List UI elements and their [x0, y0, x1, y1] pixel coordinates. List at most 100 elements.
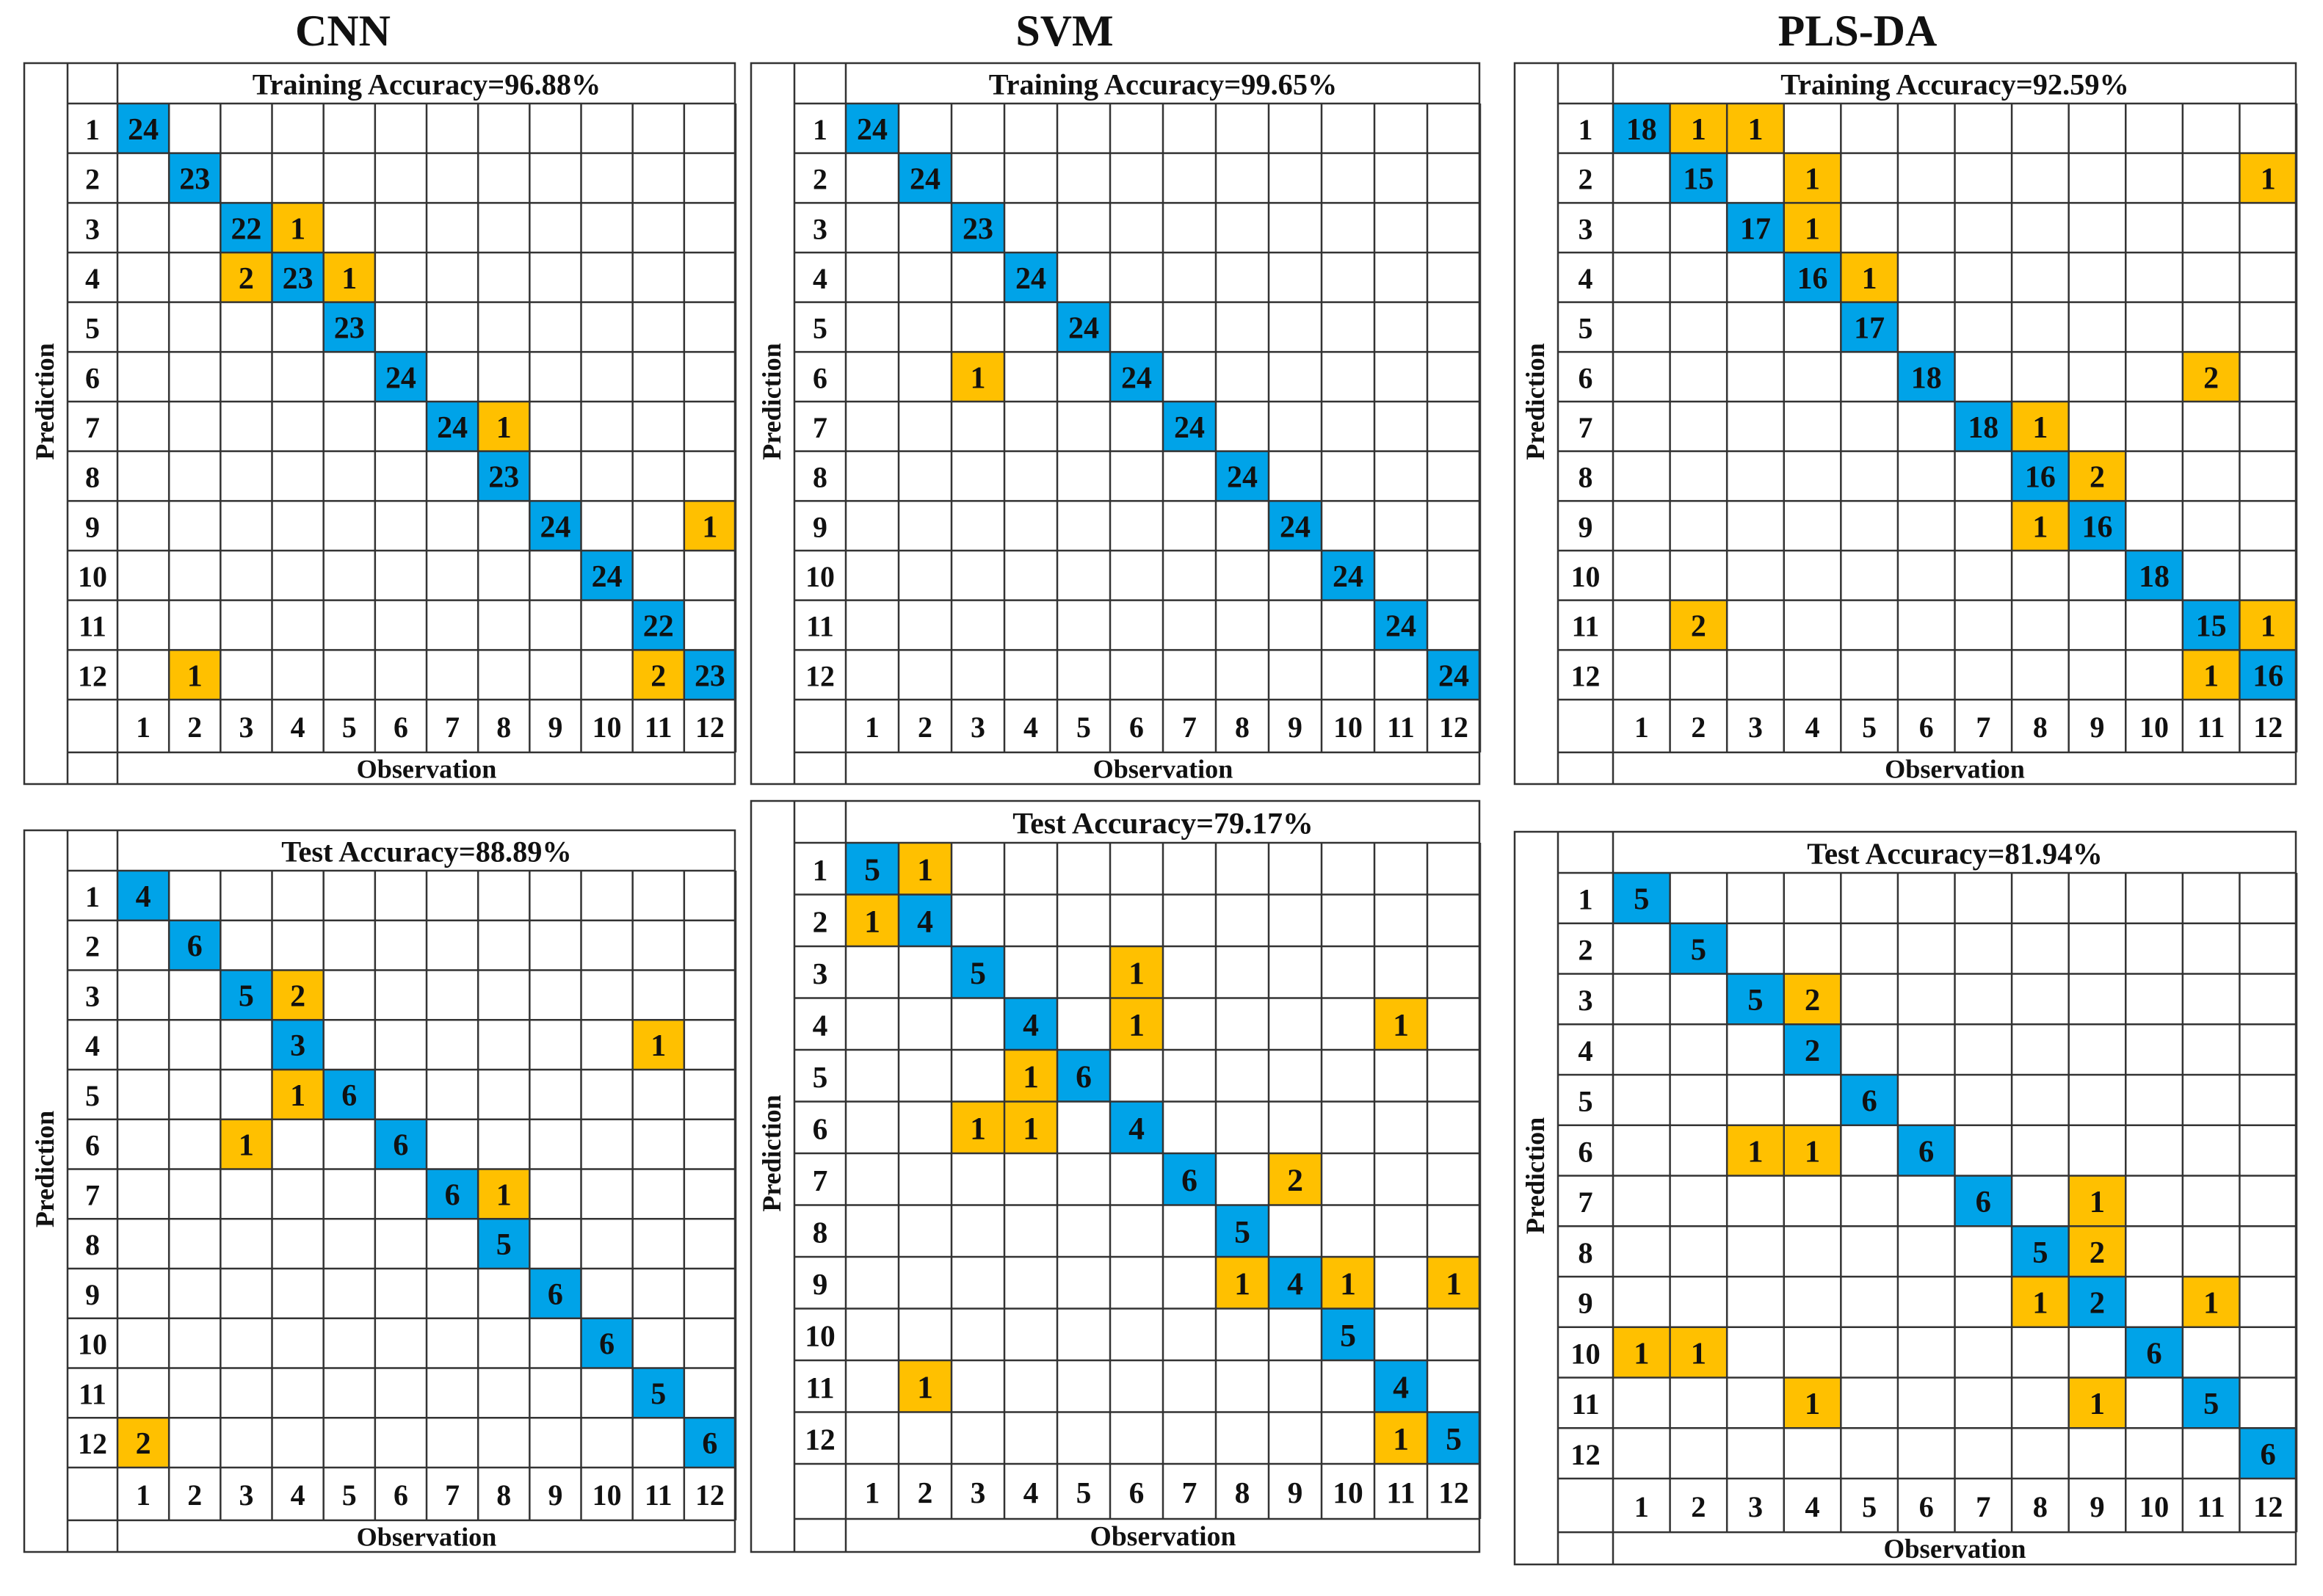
col-label-11: 11 [645, 711, 673, 744]
diagonal-cell-1-1 [846, 104, 899, 153]
diagonal-cell-12-12 [1427, 1412, 1480, 1464]
col-label-11: 11 [2197, 711, 2225, 744]
col-label-9: 9 [1288, 1476, 1303, 1509]
cell-value-4-4: 23 [283, 262, 314, 296]
cell-value-8-8: 16 [2025, 461, 2056, 495]
row-label-4: 4 [813, 262, 827, 295]
diagonal-cell-5-5 [1057, 1050, 1110, 1102]
row-label-1: 1 [1579, 113, 1593, 146]
x-axis-label: Observation [357, 1522, 497, 1551]
cell-value-11-12: 1 [2261, 610, 2276, 644]
col-label-10: 10 [1333, 1476, 1363, 1509]
cell-value-9-8: 1 [2032, 1286, 2048, 1321]
col-label-12: 12 [2253, 711, 2283, 744]
row-label-9: 9 [813, 510, 827, 543]
diagonal-cell-9-9 [1269, 501, 1322, 551]
cell-value-2-2: 4 [917, 904, 933, 939]
diagonal-cell-4-4 [272, 253, 324, 302]
diagonal-cell-6-6 [1897, 352, 1955, 402]
row-label-8: 8 [85, 461, 100, 494]
diagonal-cell-3-3 [220, 203, 272, 253]
cell-value-1-2: 1 [1691, 113, 1706, 147]
row-label-1: 1 [85, 880, 100, 913]
diagonal-cell-8-8 [478, 1219, 530, 1269]
cell-value-12-12: 5 [1446, 1421, 1462, 1457]
y-axis-label: Prediction [757, 343, 786, 460]
cell-value-12-11: 1 [1393, 1421, 1409, 1457]
diagonal-cell-10-10 [1322, 1308, 1374, 1360]
col-label-2: 2 [187, 711, 202, 744]
diagonal-cell-8-8 [1216, 451, 1269, 501]
cell-value-4-6: 1 [1128, 1007, 1145, 1042]
diagonal-cell-8-8 [2012, 451, 2069, 501]
cell-value-6-6: 4 [1128, 1111, 1145, 1146]
diagonal-cell-9-9 [2068, 1277, 2126, 1327]
misclassified-cell-9-8 [1216, 1257, 1269, 1309]
row-label-6: 6 [85, 1129, 100, 1162]
diagonal-cell-1-1 [846, 843, 899, 895]
cell-value-3-6: 1 [1128, 956, 1145, 991]
row-label-10: 10 [805, 1318, 836, 1352]
cell-value-3-3: 5 [239, 979, 254, 1013]
diagonal-cell-10-10 [2126, 551, 2183, 601]
diagonal-cell-12-12 [684, 650, 736, 700]
cell-value-6-3: 1 [970, 1111, 986, 1146]
col-label-8: 8 [2033, 1490, 2048, 1523]
row-label-5: 5 [813, 1060, 828, 1094]
diagonal-cell-2-2 [899, 894, 952, 946]
cell-value-4-4: 2 [1805, 1034, 1820, 1068]
cell-value-6-11: 2 [2203, 361, 2219, 395]
row-label-8: 8 [1579, 461, 1593, 494]
misclassified-cell-9-8 [2012, 1277, 2069, 1327]
cell-value-4-5: 1 [1862, 262, 1877, 296]
misclassified-cell-1-2 [1670, 104, 1728, 153]
cell-value-8-8: 5 [2032, 1236, 2048, 1270]
misclassified-cell-12-11 [1374, 1412, 1427, 1464]
diagonal-cell-2-2 [169, 920, 221, 971]
row-label-5: 5 [813, 312, 827, 345]
misclassified-cell-3-4 [272, 970, 324, 1020]
misclassified-cell-4-5 [323, 253, 375, 302]
y-axis-label: Prediction [30, 343, 59, 460]
row-label-8: 8 [1578, 1236, 1592, 1269]
cell-value-9-8: 1 [1234, 1266, 1250, 1302]
cell-value-12-1: 2 [136, 1427, 151, 1461]
cell-value-7-7: 6 [1181, 1163, 1197, 1198]
cell-value-6-6: 18 [1911, 361, 1942, 395]
diagonal-cell-3-3 [1727, 203, 1784, 253]
col-label-11: 11 [645, 1479, 673, 1512]
col-label-12: 12 [1438, 1476, 1469, 1509]
cell-value-6-3: 1 [971, 361, 986, 395]
cell-value-7-8: 1 [496, 1178, 512, 1212]
col-label-4: 4 [291, 711, 305, 744]
misclassified-cell-9-12 [684, 501, 736, 551]
cell-value-1-1: 18 [1626, 113, 1657, 147]
col-label-7: 7 [445, 711, 460, 744]
y-axis-label: Prediction [1521, 1117, 1550, 1234]
matrix-title: Test Accuracy=79.17% [1012, 807, 1313, 841]
col-label-2: 2 [187, 1479, 202, 1512]
row-label-10: 10 [78, 560, 107, 593]
cell-value-10-10: 6 [2146, 1336, 2161, 1371]
misclassified-cell-7-8 [478, 402, 530, 451]
row-label-6: 6 [1579, 361, 1593, 394]
cell-value-11-2: 2 [1691, 610, 1706, 644]
cell-value-7-7: 6 [445, 1178, 460, 1212]
row-label-11: 11 [79, 1377, 106, 1410]
misclassified-cell-7-8 [2012, 402, 2069, 451]
row-label-12: 12 [1571, 659, 1601, 692]
col-label-3: 3 [971, 1476, 986, 1509]
x-axis-label: Observation [1884, 1534, 2026, 1564]
col-label-10: 10 [592, 1479, 622, 1512]
row-label-9: 9 [813, 1267, 828, 1301]
cell-value-3-3: 23 [963, 212, 993, 246]
row-label-1: 1 [813, 853, 828, 887]
misclassified-cell-6-4 [1783, 1125, 1841, 1176]
x-axis-label: Observation [1093, 754, 1233, 783]
col-label-8: 8 [496, 1479, 511, 1512]
diagonal-cell-10-10 [581, 551, 633, 601]
cell-value-5-5: 17 [1854, 312, 1885, 346]
